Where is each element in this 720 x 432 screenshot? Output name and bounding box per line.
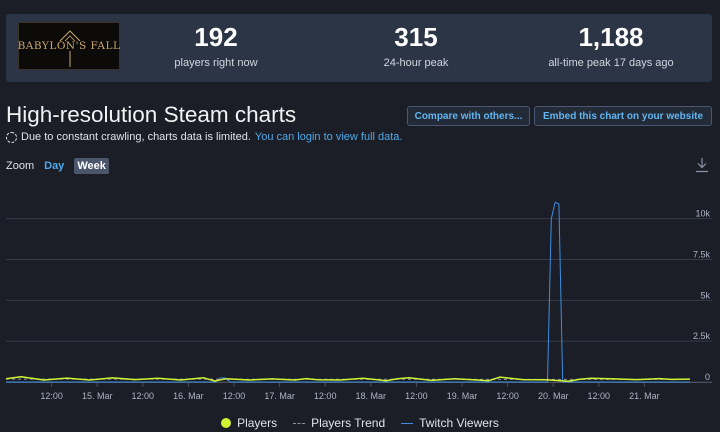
chart-legend: Players Players Trend Twitch Viewers	[0, 414, 720, 432]
x-tick-label: 21. Mar	[629, 391, 660, 401]
compare-button[interactable]: Compare with others...	[407, 106, 530, 126]
zoom-week-button[interactable]: Week	[74, 158, 109, 174]
x-tick-label: 12:00	[132, 391, 155, 401]
page-title: High-resolution Steam charts	[6, 102, 297, 127]
y-tick-label: 0	[705, 372, 710, 382]
stat-value: 192	[194, 22, 238, 52]
crawl-notice: Due to constant crawling, charts data is…	[6, 131, 402, 143]
logo-emblem-icon	[59, 30, 81, 67]
stat-label: players right now	[174, 57, 258, 69]
game-logo[interactable]: BABYLON'S FALL	[18, 22, 120, 70]
stats-bar: BABYLON'S FALL 192 players right now 315…	[6, 14, 712, 82]
stat-players-now: 192 players right now	[156, 22, 276, 69]
dashed-circle-icon	[6, 131, 17, 143]
legend-players[interactable]: Players	[221, 416, 277, 430]
legend-players-trend[interactable]: Players Trend	[293, 416, 385, 430]
x-tick-label: 15. Mar	[82, 391, 113, 401]
game-logo-text: BABYLON'S FALL	[17, 40, 121, 52]
stat-label: all-time peak 17 days ago	[548, 57, 674, 69]
stat-value: 315	[394, 22, 438, 52]
zoom-controls: Zoom Day Week	[6, 158, 109, 174]
stat-value: 1,188	[578, 22, 644, 52]
download-icon[interactable]	[695, 157, 709, 173]
stat-24h-peak: 315 24-hour peak	[351, 22, 481, 69]
legend-players-label: Players	[237, 416, 278, 430]
line-icon	[401, 422, 414, 424]
login-link[interactable]: You can login to view full data.	[254, 131, 403, 143]
player-count-chart[interactable]: 0 2.5k 5k 7.5k 10k 12:00 15. Mar 12:00 16. Mar 12…	[0, 178, 720, 412]
x-tick-label: 12:00	[496, 391, 519, 401]
players-dot-icon	[221, 418, 232, 428]
y-tick-label: 7.5k	[693, 250, 711, 260]
x-tick-label: 18. Mar	[356, 391, 387, 401]
legend-twitch-viewers[interactable]: Twitch Viewers	[401, 416, 499, 430]
x-tick-label: 12:00	[223, 391, 246, 401]
y-tick-label: 5k	[700, 290, 710, 300]
x-tick-label: 12:00	[314, 391, 337, 401]
x-tick-label: 19. Mar	[447, 391, 478, 401]
series-line-twitch-viewers	[6, 201, 690, 383]
x-tick-label: 12:00	[405, 391, 428, 401]
notice-text: Due to constant crawling, charts data is…	[21, 131, 251, 143]
x-tick-label: 16. Mar	[173, 391, 204, 401]
dashed-line-icon	[293, 422, 306, 424]
y-tick-label: 10k	[695, 209, 710, 219]
stat-all-time-peak: 1,188 all-time peak 17 days ago	[526, 22, 696, 69]
x-tick-label: 17. Mar	[264, 391, 295, 401]
series-line-players	[5, 376, 691, 383]
legend-trend-label: Players Trend	[311, 416, 386, 430]
embed-chart-button[interactable]: Embed this chart on your website	[534, 106, 712, 126]
zoom-label: Zoom	[6, 160, 35, 172]
x-tick-label: 12:00	[588, 391, 611, 401]
y-tick-label: 2.5k	[693, 331, 711, 341]
legend-twitch-label: Twitch Viewers	[419, 416, 499, 430]
zoom-day-button[interactable]: Day	[44, 160, 65, 172]
stat-label: 24-hour peak	[383, 57, 449, 69]
x-tick-label: 20. Mar	[538, 391, 569, 401]
x-tick-label: 12:00	[40, 391, 63, 401]
